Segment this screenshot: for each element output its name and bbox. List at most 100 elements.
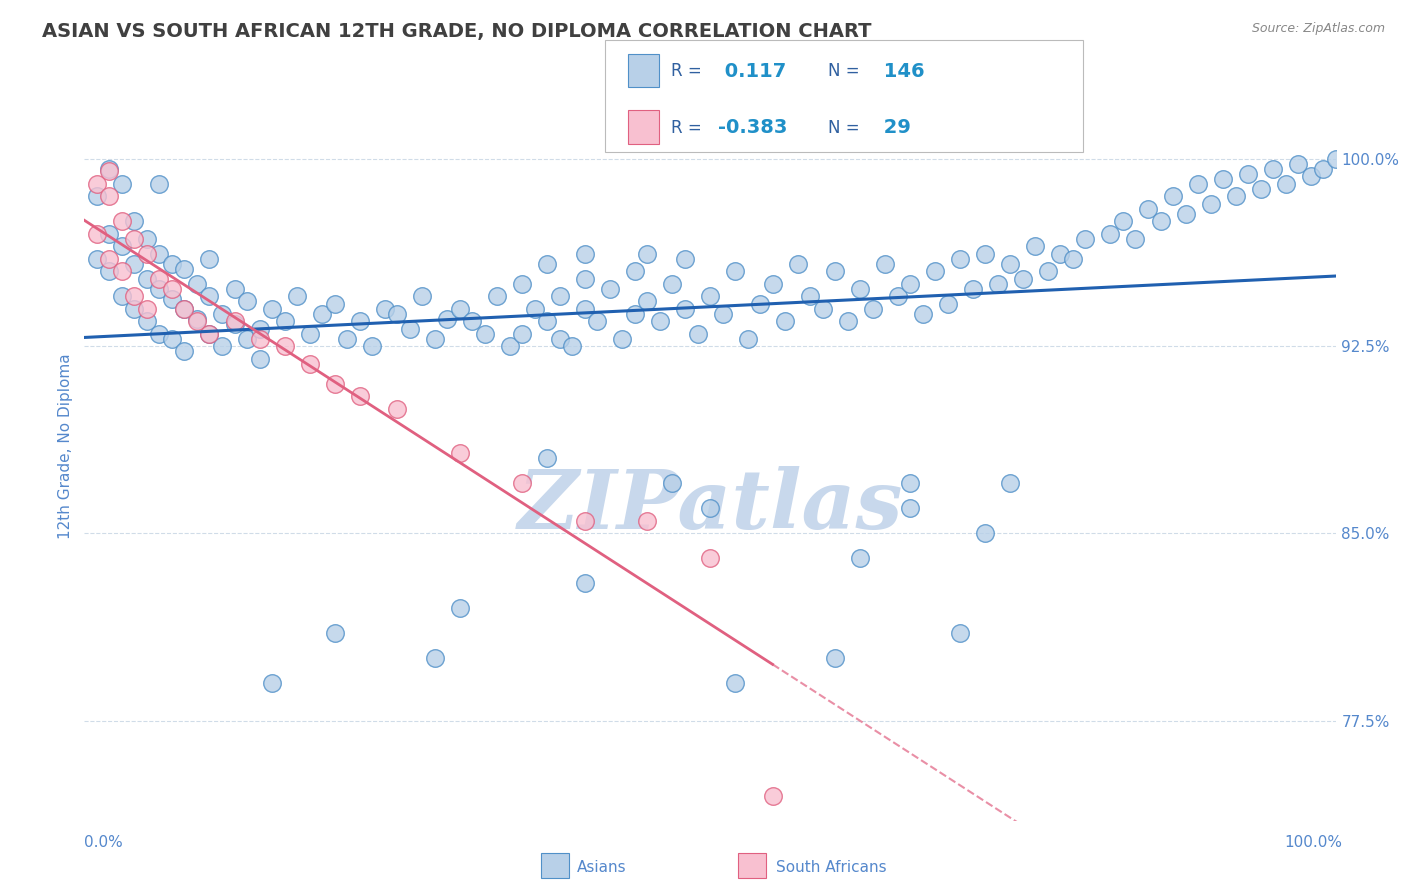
Point bbox=[311, 307, 333, 321]
Point bbox=[1125, 232, 1147, 246]
Point bbox=[536, 451, 558, 466]
Point bbox=[1237, 167, 1260, 181]
Point bbox=[449, 446, 471, 460]
Text: N =: N = bbox=[828, 62, 859, 80]
Point bbox=[111, 264, 134, 278]
Point bbox=[512, 326, 534, 341]
Point bbox=[436, 311, 458, 326]
Point bbox=[86, 252, 108, 266]
Point bbox=[949, 252, 972, 266]
Point bbox=[548, 332, 571, 346]
Point bbox=[236, 294, 259, 309]
Point bbox=[98, 252, 121, 266]
Point bbox=[911, 307, 934, 321]
Point bbox=[811, 301, 834, 316]
Point bbox=[148, 326, 170, 341]
Point bbox=[673, 301, 696, 316]
Point bbox=[887, 289, 910, 303]
Point bbox=[1174, 207, 1197, 221]
Point bbox=[173, 344, 195, 359]
Text: R =: R = bbox=[671, 119, 702, 136]
Point bbox=[1049, 246, 1071, 260]
Point bbox=[974, 526, 997, 541]
Point bbox=[512, 476, 534, 491]
Point bbox=[236, 332, 259, 346]
Point bbox=[136, 301, 159, 316]
Point bbox=[536, 314, 558, 328]
Point bbox=[749, 296, 772, 310]
Point bbox=[361, 339, 384, 353]
Point bbox=[1324, 152, 1347, 166]
Point bbox=[423, 332, 446, 346]
Point bbox=[624, 264, 647, 278]
Point bbox=[574, 576, 596, 591]
Point bbox=[249, 321, 271, 335]
Point bbox=[962, 282, 984, 296]
Point bbox=[574, 246, 596, 260]
Point bbox=[262, 676, 284, 690]
Point bbox=[612, 332, 634, 346]
Point bbox=[1199, 196, 1222, 211]
Point bbox=[249, 332, 271, 346]
Point bbox=[724, 676, 747, 690]
Point bbox=[374, 301, 396, 316]
Point bbox=[285, 289, 308, 303]
Point bbox=[574, 271, 596, 285]
Point bbox=[198, 252, 221, 266]
Point bbox=[898, 476, 921, 491]
Point bbox=[1112, 214, 1135, 228]
Point bbox=[124, 232, 146, 246]
Point bbox=[224, 282, 246, 296]
Point bbox=[724, 264, 747, 278]
Point bbox=[349, 389, 371, 403]
Point bbox=[837, 314, 859, 328]
Point bbox=[875, 257, 897, 271]
Point bbox=[824, 651, 846, 665]
Point bbox=[173, 301, 195, 316]
Point bbox=[1161, 189, 1184, 203]
Point bbox=[536, 257, 558, 271]
Text: -0.383: -0.383 bbox=[718, 118, 787, 137]
Point bbox=[173, 301, 195, 316]
Point bbox=[111, 289, 134, 303]
Text: Source: ZipAtlas.com: Source: ZipAtlas.com bbox=[1251, 22, 1385, 36]
Point bbox=[86, 189, 108, 203]
Point bbox=[160, 292, 183, 306]
Text: Asians: Asians bbox=[576, 860, 626, 874]
Point bbox=[224, 317, 246, 331]
Text: South Africans: South Africans bbox=[776, 860, 887, 874]
Point bbox=[1062, 252, 1084, 266]
Point bbox=[160, 282, 183, 296]
Point bbox=[385, 401, 409, 416]
Point bbox=[824, 264, 846, 278]
Point bbox=[198, 289, 221, 303]
Point bbox=[1000, 257, 1022, 271]
Point bbox=[1012, 271, 1035, 285]
Point bbox=[186, 314, 208, 328]
Point bbox=[699, 289, 721, 303]
Point bbox=[1250, 182, 1272, 196]
Point bbox=[323, 376, 346, 391]
Point bbox=[711, 307, 734, 321]
Text: ASIAN VS SOUTH AFRICAN 12TH GRADE, NO DIPLOMA CORRELATION CHART: ASIAN VS SOUTH AFRICAN 12TH GRADE, NO DI… bbox=[42, 22, 872, 41]
Text: 0.117: 0.117 bbox=[718, 62, 787, 81]
Point bbox=[111, 239, 134, 253]
Point bbox=[849, 551, 872, 566]
Point bbox=[1263, 161, 1285, 176]
Point bbox=[548, 289, 571, 303]
Point bbox=[148, 271, 170, 285]
Point bbox=[1286, 157, 1309, 171]
Point bbox=[637, 514, 659, 528]
Point bbox=[661, 476, 683, 491]
Point bbox=[624, 307, 647, 321]
Point bbox=[136, 314, 159, 328]
Text: N =: N = bbox=[828, 119, 859, 136]
Point bbox=[699, 501, 721, 516]
Point bbox=[136, 232, 159, 246]
Point bbox=[148, 246, 170, 260]
Point bbox=[224, 314, 246, 328]
Point bbox=[186, 277, 208, 291]
Point bbox=[449, 301, 471, 316]
Point bbox=[385, 307, 409, 321]
Point bbox=[586, 314, 609, 328]
